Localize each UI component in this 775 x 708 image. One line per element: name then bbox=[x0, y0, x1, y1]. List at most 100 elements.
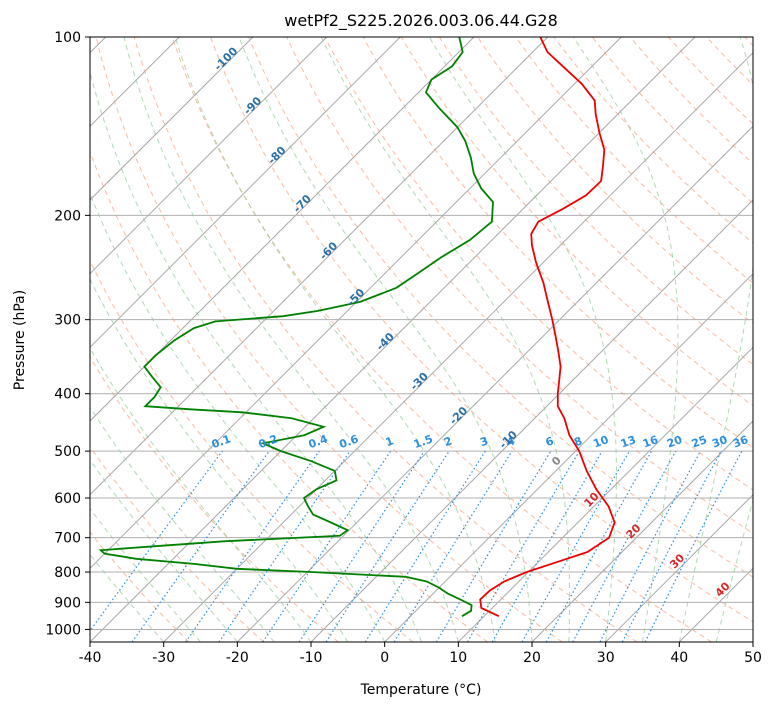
x-tick-label: 40 bbox=[670, 650, 688, 666]
mixing-ratio-label: 6 bbox=[544, 434, 556, 449]
y-tick-label: 1000 bbox=[45, 622, 81, 638]
mixing-ratio-line bbox=[572, 450, 677, 642]
isotherm-line bbox=[90, 37, 696, 642]
isotherm-line bbox=[90, 37, 401, 349]
x-axis-label: Temperature (°C) bbox=[360, 682, 482, 698]
y-tick-label: 200 bbox=[54, 208, 81, 224]
grid-layer bbox=[90, 37, 753, 642]
mixing-ratio-line bbox=[545, 450, 653, 642]
mixing-ratio-line bbox=[521, 450, 631, 642]
mixing-ratio-label: 0.6 bbox=[338, 432, 361, 451]
x-tick-label: -30 bbox=[152, 650, 175, 666]
mixing-ratio-label: 0.1 bbox=[210, 432, 233, 451]
series-layer bbox=[98, 37, 616, 618]
dry-adiabat bbox=[90, 531, 190, 642]
isotherm-line bbox=[310, 199, 753, 642]
mixing-ratio-label: 25 bbox=[690, 433, 709, 450]
isotherm-line bbox=[236, 125, 753, 642]
x-tick-label: 20 bbox=[523, 650, 541, 666]
y-tick-label: 900 bbox=[54, 595, 81, 611]
mixing-ratio-label: 0.2 bbox=[257, 432, 280, 451]
dry-adiabat bbox=[286, 37, 753, 534]
moist-adiabat bbox=[428, 37, 617, 642]
mixing-ratio-line bbox=[325, 450, 450, 642]
moist-adiabat bbox=[90, 406, 275, 642]
x-tick-label: -20 bbox=[226, 650, 249, 666]
dry-adiabat bbox=[248, 37, 753, 578]
moist-adiabat bbox=[90, 278, 349, 642]
dry-adiabat bbox=[438, 37, 753, 365]
y-tick-label: 400 bbox=[54, 387, 81, 403]
x-tick-label: -10 bbox=[300, 650, 323, 666]
mixing-ratio-label: 10 bbox=[591, 433, 610, 451]
mixing-ratio-line bbox=[90, 450, 223, 632]
y-axis-label: Pressure (hPa) bbox=[12, 290, 28, 390]
temperature-profile-line bbox=[479, 37, 616, 618]
moist-adiabat bbox=[572, 37, 679, 642]
x-tick-label: 10 bbox=[449, 650, 467, 666]
mixing-ratio-line bbox=[393, 450, 513, 642]
mixing-ratio-label: 20 bbox=[665, 433, 684, 451]
x-tick-label: 0 bbox=[380, 650, 389, 666]
isotherm-line bbox=[384, 272, 753, 642]
mixing-ratio-line bbox=[131, 450, 270, 642]
x-tick-label: -40 bbox=[79, 650, 102, 666]
dry-adiabat bbox=[324, 37, 753, 491]
mixing-ratio-label: 3 bbox=[478, 434, 490, 449]
mixing-ratio-label: 0.4 bbox=[307, 432, 330, 451]
dry-adiabat bbox=[133, 37, 638, 642]
moist-adiabat bbox=[90, 347, 312, 642]
mixing-ratio-label: 2 bbox=[442, 434, 454, 449]
y-tick-label: 500 bbox=[54, 444, 81, 460]
mixing-ratio-label: 30 bbox=[710, 433, 729, 451]
moist-adiabat bbox=[90, 459, 238, 642]
y-tick-label: 700 bbox=[54, 531, 81, 547]
y-tick-label: 100 bbox=[54, 30, 81, 46]
mixing-ratio-label: 8 bbox=[572, 434, 584, 449]
mixing-ratio-label: 4 bbox=[505, 434, 517, 449]
moist-adiabat bbox=[90, 553, 165, 642]
moist-adiabat bbox=[238, 37, 533, 642]
isotherm-line bbox=[90, 37, 328, 275]
moist-adiabat bbox=[90, 192, 386, 642]
dry-adiabat bbox=[400, 37, 753, 407]
isotherm-line bbox=[90, 37, 549, 496]
mixing-ratio-label: 16 bbox=[641, 433, 660, 451]
isotherm-line bbox=[605, 493, 753, 642]
isotherm-line bbox=[457, 346, 753, 642]
plot-frame bbox=[89, 36, 754, 643]
moist-adiabat bbox=[90, 507, 201, 642]
isotherm-line bbox=[163, 51, 753, 642]
isotherm-line bbox=[90, 37, 475, 422]
axes-layer: -40 -30 -20 -10 0 10 20 30 40 5010020030040050060… bbox=[45, 30, 762, 666]
mixing-ratio-line bbox=[185, 450, 320, 642]
mixing-ratio-label: 1 bbox=[384, 434, 396, 449]
x-tick-label: 30 bbox=[597, 650, 615, 666]
dry-adiabat bbox=[95, 37, 563, 642]
moist-adiabat bbox=[123, 37, 459, 642]
isotherm-line bbox=[531, 420, 753, 642]
mixing-ratio-line bbox=[218, 450, 351, 642]
mixing-ratio-line bbox=[491, 450, 603, 642]
mixing-ratio-label: 13 bbox=[619, 433, 638, 450]
mixing-ratio-line bbox=[364, 450, 486, 642]
dewpoint-profile-line bbox=[98, 37, 494, 617]
mixing-ratio-label: 1.5 bbox=[412, 432, 435, 451]
y-tick-label: 300 bbox=[54, 313, 81, 329]
dry-adiabat bbox=[210, 37, 753, 623]
dry-adiabat bbox=[90, 259, 414, 642]
moist-adiabat bbox=[320, 37, 571, 642]
isotherm-line bbox=[90, 37, 622, 570]
mixing-ratio-label: 36 bbox=[731, 433, 750, 451]
mixing-ratio-line bbox=[435, 450, 552, 642]
x-tick-label: 50 bbox=[744, 650, 762, 666]
isotherm-line bbox=[90, 37, 254, 201]
y-tick-label: 800 bbox=[54, 565, 81, 581]
moist-adiabat bbox=[174, 37, 496, 642]
chart-title: wetPf2_S225.2026.003.06.44.G28 bbox=[284, 11, 558, 31]
y-tick-label: 600 bbox=[54, 491, 81, 507]
moist-adiabat bbox=[90, 70, 422, 642]
